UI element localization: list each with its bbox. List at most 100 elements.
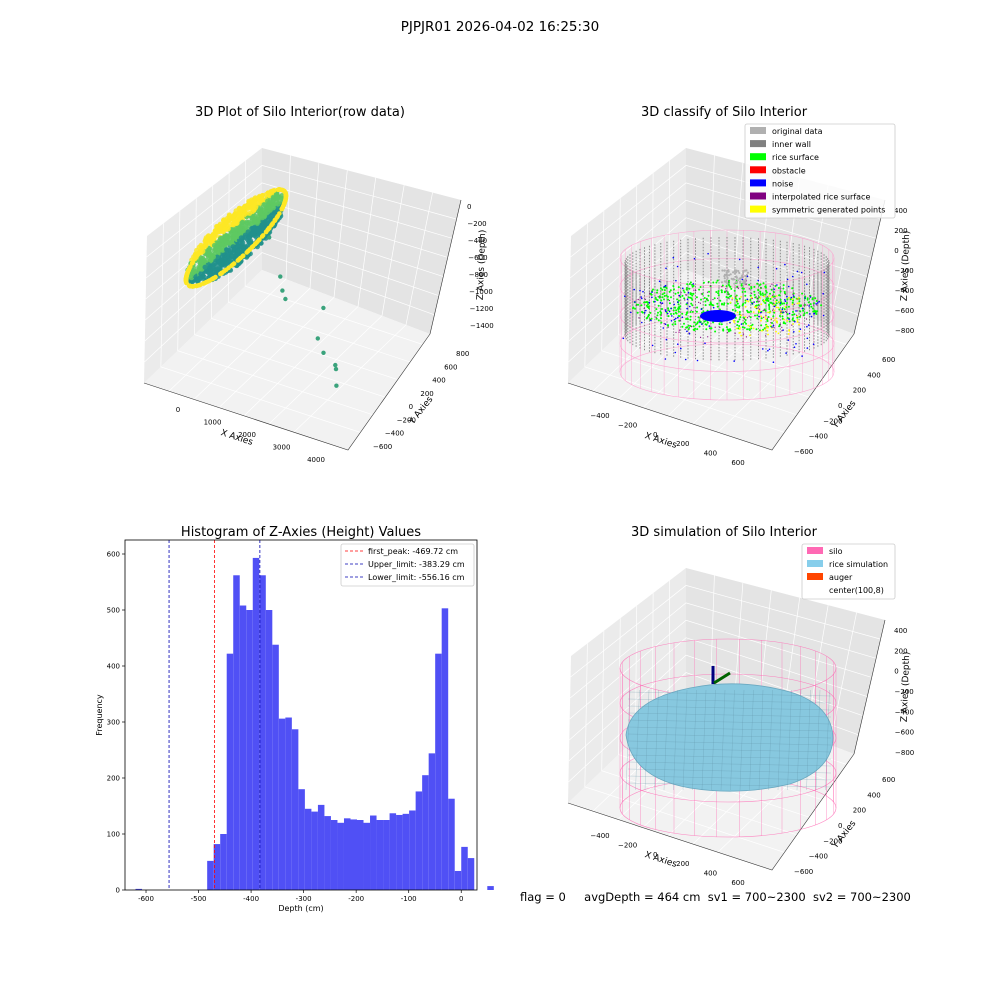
rice-surface-point [659, 310, 662, 313]
rice-surface-point [659, 287, 662, 290]
rice-mesh-line [739, 689, 745, 791]
rice-surface-point [678, 299, 680, 302]
rice-surface-point [786, 313, 789, 316]
symmetric-point [736, 311, 739, 314]
rice-surface-point [782, 287, 785, 290]
interpolated-point [748, 288, 750, 290]
histogram-bar [428, 753, 436, 890]
simulation-x-ticks: −400 −200 0 200 400 600 [590, 832, 744, 887]
rice-surface-point [736, 302, 739, 305]
symmetric-point [776, 321, 779, 324]
symmetric-point [760, 303, 763, 306]
rice-surface-point [656, 314, 659, 317]
rice-surface-point [688, 283, 691, 285]
rice-surface-point [677, 286, 680, 289]
grid-line [584, 643, 789, 855]
raw-point [203, 242, 208, 247]
histogram-x-label: Depth (cm) [278, 904, 323, 913]
rice-mesh-line [720, 689, 726, 791]
histogram-legend-label: Upper_limit: -383.29 cm [368, 560, 465, 569]
rice-surface-point [670, 313, 672, 315]
rice-mesh-line [644, 689, 650, 791]
rice-surface-point [721, 302, 723, 305]
rice-surface-point [656, 289, 659, 292]
histogram-y-ticks: 0 100 200 300 400 500 600 [107, 551, 125, 895]
raw-y-tick-label: 0 [409, 403, 413, 411]
classify-legend-swatch [750, 127, 766, 134]
grid-line [570, 585, 881, 678]
grid-line [569, 199, 872, 300]
rice-surface-point [655, 308, 658, 311]
noise-point [703, 317, 706, 319]
rice-surface-point [726, 291, 729, 294]
interpolated-point [675, 331, 677, 333]
raw-z-tick-label: −800 [469, 271, 488, 279]
rice-surface-point [741, 303, 744, 306]
interpolated-point [792, 293, 794, 295]
noise-point [791, 275, 794, 278]
interpolated-point [690, 309, 692, 311]
histogram-bar [226, 653, 234, 890]
interpolated-point [781, 326, 783, 328]
rice-surface-point [661, 293, 664, 296]
noise-point [773, 288, 775, 291]
interpolated-point [668, 299, 671, 302]
raw-outlier-point [278, 274, 283, 279]
symmetric-point [767, 333, 769, 336]
raw-point [244, 219, 250, 225]
histogram-bar [252, 557, 260, 890]
noise-point [664, 309, 667, 311]
rice-surface-point [665, 287, 668, 290]
raw-point [200, 257, 206, 263]
noise-point [664, 358, 667, 360]
rice-surface-point [743, 326, 746, 329]
rice-surface-point [771, 322, 773, 324]
symmetric-point [774, 300, 777, 303]
classify-z-tick-label: 400 [894, 207, 907, 215]
interpolated-point [771, 283, 773, 285]
histogram-bar [435, 653, 442, 890]
sv1-text: sv1 = 700~2300 [707, 890, 806, 904]
raw-point [215, 228, 220, 234]
noise-point [809, 313, 811, 315]
rice-surface-point [650, 293, 653, 296]
rice-surface-point [706, 321, 709, 324]
rice-surface-point [669, 289, 672, 292]
rice-mesh-line [673, 689, 678, 791]
histogram-y-tick-label: 600 [107, 551, 120, 559]
rice-surface-point [769, 298, 772, 300]
classify-y-tick-label: 400 [867, 371, 880, 379]
noise-point [796, 270, 799, 273]
interpolated-point [796, 310, 798, 312]
rice-surface-point [801, 292, 804, 295]
histogram-y-tick-label: 400 [107, 663, 120, 671]
noise-point [790, 296, 793, 299]
raw-3d-axes-box [143, 148, 462, 451]
rice-surface-point [765, 291, 768, 294]
symmetric-point [747, 300, 750, 303]
interpolated-point [643, 307, 645, 309]
noise-point [793, 331, 795, 333]
interpolated-point [745, 280, 747, 282]
rice-surface-point [750, 310, 752, 313]
noise-point [753, 301, 755, 303]
rice-surface-point [811, 307, 814, 310]
classify-legend-label: interpolated rice surface [772, 193, 870, 202]
interpolated-point [784, 293, 787, 295]
interpolated-point [737, 338, 739, 340]
rice-mesh-line [627, 705, 832, 711]
interpolated-point [774, 297, 776, 299]
rice-surface-point [663, 289, 666, 292]
classify-legend-swatch [750, 166, 766, 174]
noise-point [699, 321, 701, 324]
noise-point [664, 284, 667, 287]
rice-surface-point [775, 302, 778, 305]
noise-point [651, 291, 653, 293]
symmetric-point [740, 296, 742, 298]
histogram-bar [448, 798, 455, 890]
simulation-legend-label: auger [829, 573, 853, 582]
histogram-bar [376, 820, 384, 890]
rice-surface-point [798, 304, 801, 307]
interpolated-point [751, 297, 753, 300]
rice-surface-point [734, 297, 737, 300]
